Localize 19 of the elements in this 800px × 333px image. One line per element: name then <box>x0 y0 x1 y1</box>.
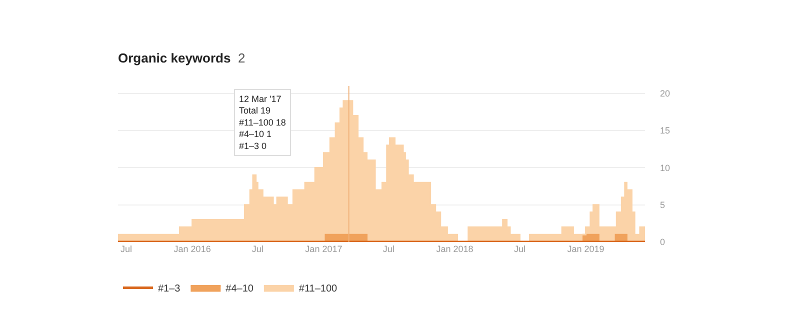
y-tick-label: 20 <box>660 88 670 99</box>
x-tick-label: Jul <box>382 244 394 254</box>
legend-label: #11–100 <box>298 284 338 295</box>
x-tick-label: Jul <box>120 244 132 254</box>
x-tick-label: Jan 2019 <box>567 244 604 254</box>
legend-label: #4–10 <box>226 284 254 295</box>
x-tick-label: Jan 2016 <box>174 244 211 254</box>
x-tick-label: Jan 2017 <box>305 244 342 254</box>
legend-label: #1–3 <box>158 284 181 295</box>
y-tick-label: 5 <box>660 200 666 210</box>
chart-subtitle: 2 <box>238 50 246 66</box>
chart-title: Organic keywords <box>118 50 231 66</box>
y-tick-label: 15 <box>660 126 670 136</box>
y-tick-label: 0 <box>660 237 666 248</box>
x-tick-label: Jan 2018 <box>436 244 474 254</box>
y-tick-label: 10 <box>660 162 670 173</box>
annotation: 12 Mar '17 Total 19 #11–100 18 #4–10 1 #1–3 0 <box>239 94 286 151</box>
x-tick-label: Jul <box>514 244 526 254</box>
x-tick-label: Jul <box>252 244 264 254</box>
